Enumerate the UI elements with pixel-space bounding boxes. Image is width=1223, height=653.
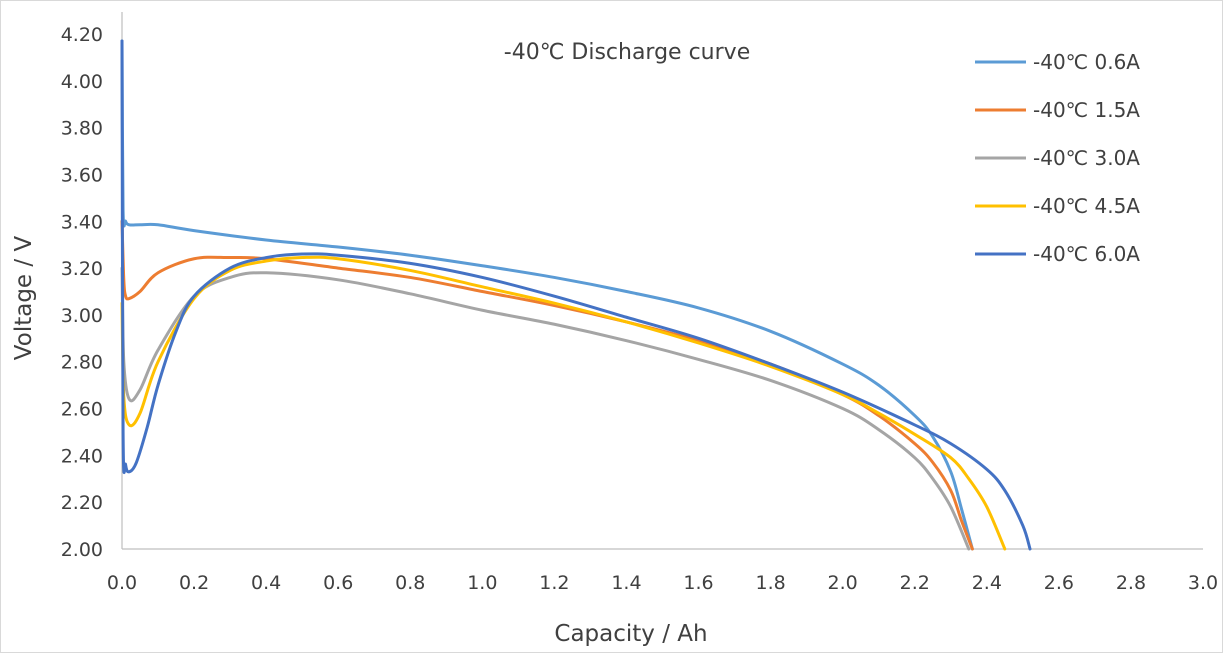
x-tick-label: 2.4: [972, 572, 1002, 594]
chart-title: -40℃ Discharge curve: [504, 40, 750, 65]
x-tick-label: 2.2: [900, 572, 930, 594]
x-tick-label: 0.2: [179, 572, 209, 594]
x-tick-label: 0.4: [251, 572, 281, 594]
y-tick-labels: 2.00 2.20 2.40 2.60 2.80 3.00 3.20 3.40 3.60 3.80…: [61, 24, 103, 561]
y-tick-label: 2.80: [61, 352, 103, 374]
x-tick-labels: 0.0 0.2 0.4 0.6 0.8 1.0 1.2 1.4 1.6 1.8 2.0 2.2 2.4 2…: [107, 572, 1218, 594]
legend-label-2: -40℃ 1.5A: [1033, 98, 1140, 122]
x-tick-label: 0.6: [323, 572, 353, 594]
series-line-3: [120, 266, 971, 551]
y-tick-label: 2.60: [61, 399, 103, 421]
series-line-5: [120, 39, 1032, 551]
y-tick-label: 3.20: [61, 258, 103, 280]
series-line-4: [120, 255, 1007, 551]
y-tick-label: 3.40: [61, 211, 103, 233]
series-line-1: [120, 39, 974, 551]
x-tick-label: 1.0: [467, 572, 497, 594]
series-line-2: [120, 219, 974, 551]
y-tick-label: 2.20: [61, 492, 103, 514]
y-tick-label: 2.40: [61, 445, 103, 467]
y-tick-label: 3.60: [61, 164, 103, 186]
x-tick-label: 0.8: [395, 572, 425, 594]
x-axis-title: Capacity / Ah: [554, 621, 707, 647]
legend: -40℃ 0.6A -40℃ 1.5A -40℃ 3.0A -40℃ 4.5A -40℃…: [975, 50, 1140, 266]
y-axis-title: Voltage / V: [11, 236, 37, 361]
legend-label-5: -40℃ 6.0A: [1033, 242, 1140, 266]
x-tick-label: 1.4: [611, 572, 641, 594]
x-tick-label: 0.0: [107, 572, 137, 594]
y-tick-label: 4.20: [61, 24, 103, 46]
x-tick-label: 1.8: [755, 572, 785, 594]
x-tick-label: 1.6: [683, 572, 713, 594]
series-lines: [120, 39, 1032, 551]
x-tick-label: 2.6: [1044, 572, 1074, 594]
x-tick-label: 3.0: [1188, 572, 1218, 594]
y-tick-label: 2.00: [61, 539, 103, 561]
x-tick-label: 2.8: [1116, 572, 1146, 594]
y-tick-label: 3.80: [61, 118, 103, 140]
legend-label-1: -40℃ 0.6A: [1033, 50, 1140, 74]
legend-label-4: -40℃ 4.5A: [1033, 194, 1140, 218]
y-tick-label: 3.00: [61, 305, 103, 327]
legend-label-3: -40℃ 3.0A: [1033, 146, 1140, 170]
y-tick-label: 4.00: [61, 71, 103, 93]
x-tick-label: 1.2: [539, 572, 569, 594]
x-tick-label: 2.0: [828, 572, 858, 594]
